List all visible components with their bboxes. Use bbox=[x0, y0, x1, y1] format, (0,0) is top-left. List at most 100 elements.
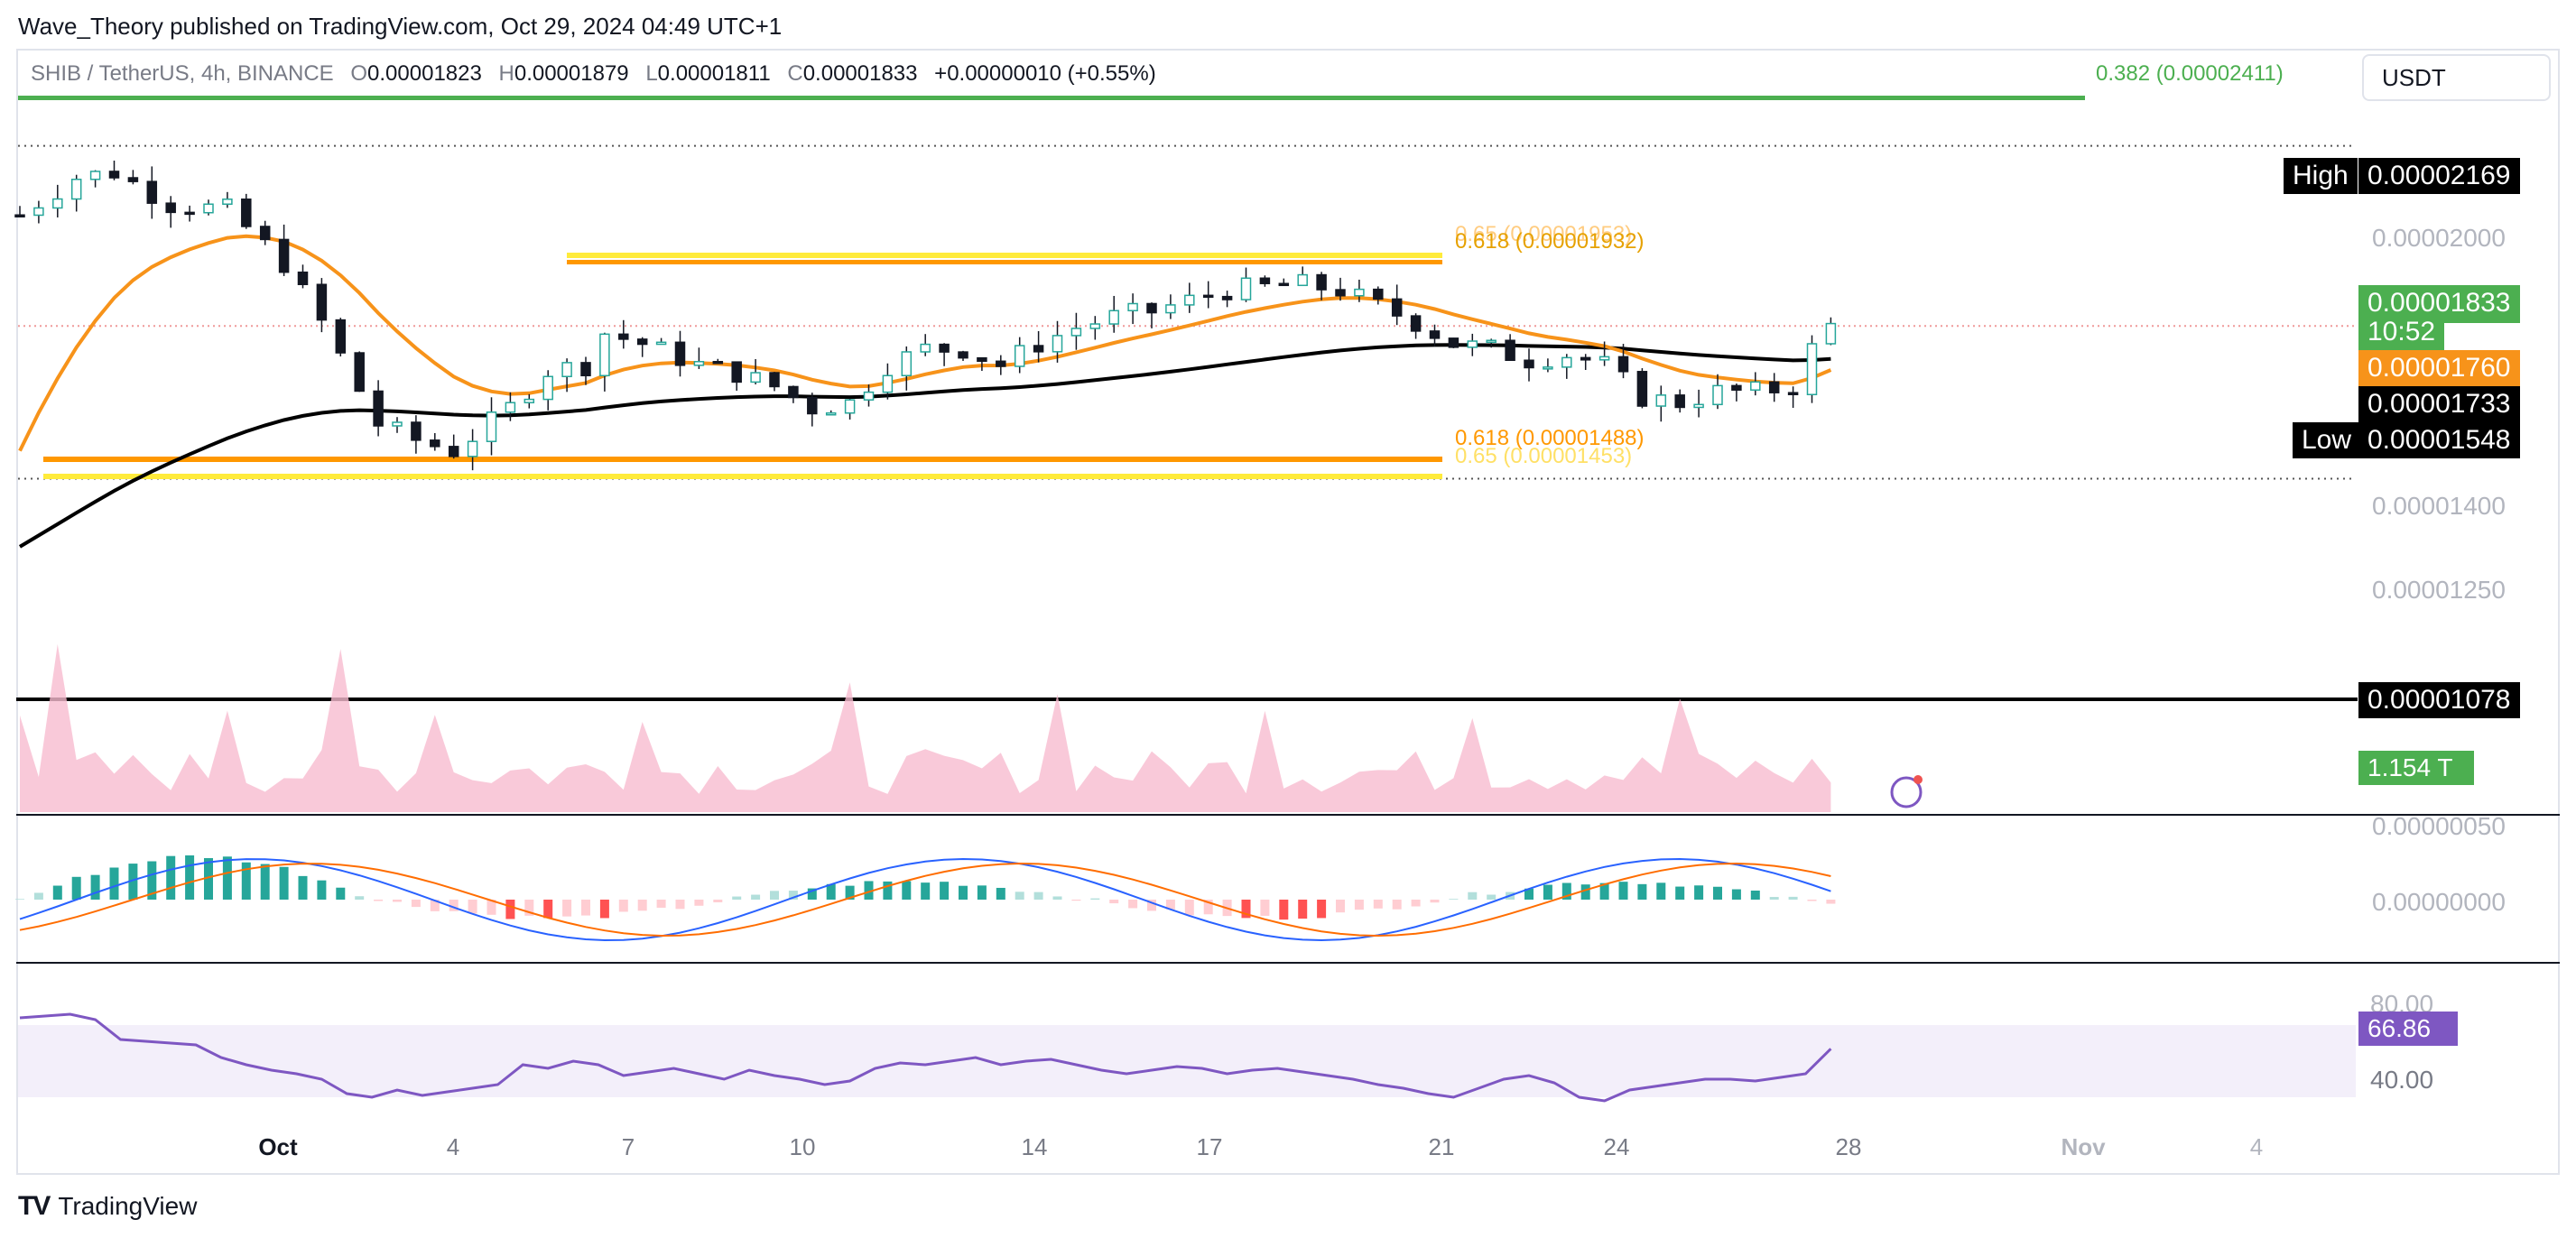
candle-body bbox=[505, 402, 516, 413]
macd-histogram-bar bbox=[1618, 882, 1628, 900]
macd-histogram-bar bbox=[33, 892, 43, 900]
ema50-line bbox=[18, 234, 1832, 452]
macd-histogram-bar bbox=[940, 882, 950, 900]
high-price-tag: 0.00002169 bbox=[2358, 158, 2520, 194]
macd-histogram-bar bbox=[260, 864, 270, 900]
macd-histogram-bar bbox=[355, 896, 365, 900]
macd-histogram-bar bbox=[109, 867, 119, 900]
x-tick-label: 7 bbox=[621, 1133, 635, 1160]
footer-brand: TV TradingView bbox=[18, 1191, 197, 1222]
macd-histogram-bar bbox=[1260, 900, 1270, 916]
candle-body bbox=[731, 361, 742, 383]
fib-upper-zone-line bbox=[567, 260, 1442, 264]
macd-histogram-bar bbox=[1675, 886, 1685, 900]
low-value: 0.00001811 bbox=[657, 61, 771, 86]
macd-histogram-bar bbox=[1807, 900, 1817, 901]
candle-body bbox=[1297, 273, 1308, 287]
macd-histogram-bar bbox=[675, 900, 685, 910]
rsi-value-tag: 66.86 bbox=[2358, 1012, 2458, 1046]
macd-histogram-bar bbox=[1731, 889, 1741, 900]
candle-body bbox=[1429, 330, 1441, 339]
candle-body bbox=[863, 391, 875, 401]
candle-body bbox=[70, 179, 82, 200]
macd-histogram-bar bbox=[562, 900, 572, 917]
candle-body bbox=[1486, 339, 1496, 343]
candle-body bbox=[1184, 294, 1195, 306]
open-value: 0.00001823 bbox=[367, 61, 482, 86]
macd-histogram-bar bbox=[1826, 900, 1836, 904]
macd-histogram-bar bbox=[1769, 897, 1779, 900]
candle-body bbox=[1806, 343, 1818, 396]
candle-body bbox=[14, 214, 25, 217]
macd-line bbox=[19, 857, 1831, 942]
candle-body bbox=[259, 226, 271, 241]
candle-body bbox=[1410, 315, 1422, 332]
rsi-line bbox=[19, 1012, 1832, 1103]
macd-histogram-bar bbox=[71, 876, 81, 900]
candle-body bbox=[33, 207, 44, 217]
macd-histogram-bar bbox=[524, 900, 534, 916]
x-tick-label: 24 bbox=[1603, 1133, 1630, 1160]
candle-body bbox=[1089, 323, 1101, 329]
fib-lower-label-1: 0.618 (0.00001488) bbox=[1455, 426, 1645, 450]
candle-body bbox=[1524, 359, 1534, 369]
candle-body bbox=[165, 202, 176, 214]
candle-body bbox=[448, 446, 459, 457]
macd-histogram-bar bbox=[185, 855, 195, 900]
macd-zero-tick: 0.00000000 bbox=[2372, 888, 2506, 916]
candle-body bbox=[939, 343, 950, 353]
macd-histogram-bar bbox=[1165, 900, 1175, 910]
candle-body bbox=[788, 385, 799, 399]
candle-body bbox=[977, 356, 987, 363]
macd-histogram-bar bbox=[1336, 900, 1345, 913]
y-tick-label: 0.00001400 bbox=[2372, 492, 2506, 520]
macd-histogram-bar bbox=[826, 883, 836, 900]
currency-selector[interactable]: USDT bbox=[2362, 54, 2551, 101]
macd-histogram-bar bbox=[393, 900, 402, 902]
macd-histogram-bar bbox=[1656, 882, 1666, 900]
candle-body bbox=[1070, 328, 1082, 337]
y-tick-label: 0.00001250 bbox=[2372, 576, 2506, 604]
current-price-tag: 0.00001833 bbox=[2358, 285, 2520, 323]
macd-histogram-bar bbox=[15, 899, 24, 900]
candle-body bbox=[1505, 339, 1515, 362]
candle-body bbox=[241, 199, 252, 227]
candle-body bbox=[1316, 273, 1327, 291]
macd-histogram-bar bbox=[1637, 883, 1647, 900]
candle-body bbox=[524, 398, 535, 403]
candle-body bbox=[1731, 384, 1742, 391]
candle-body bbox=[958, 351, 968, 359]
macd-histogram-bar bbox=[1468, 892, 1478, 900]
volume-tag: 1.154 T bbox=[2358, 751, 2474, 785]
fib-lower-zone-line bbox=[43, 457, 1442, 462]
bar-countdown: 10:52 bbox=[2358, 318, 2445, 350]
candle-body bbox=[1580, 356, 1591, 361]
macd-histogram-bar bbox=[959, 885, 968, 900]
rsi-tick-label: 40.00 bbox=[2370, 1066, 2434, 1094]
macd-histogram-bar bbox=[996, 887, 1005, 900]
signal-line bbox=[19, 862, 1831, 938]
candle-body bbox=[618, 333, 629, 340]
candle-body bbox=[1202, 294, 1214, 299]
macd-top-tick: 0.00000050 bbox=[2372, 812, 2506, 840]
change-value: +0.00000010 (+0.55%) bbox=[934, 61, 1156, 86]
macd-histogram-bar bbox=[921, 882, 931, 900]
fib-upper-label-2: 0.618 (0.00001932) bbox=[1455, 229, 1645, 254]
publisher-line: Wave_Theory published on TradingView.com… bbox=[18, 13, 783, 40]
candle-body bbox=[580, 362, 591, 377]
candle-body bbox=[750, 372, 761, 383]
macd-histogram-bar bbox=[788, 891, 798, 900]
candle-body bbox=[222, 199, 233, 205]
macd-histogram-bar bbox=[1411, 900, 1421, 907]
candle-body bbox=[373, 390, 384, 427]
macd-histogram-bar bbox=[1071, 900, 1081, 901]
macd-histogram-bar bbox=[1033, 892, 1043, 900]
macd-histogram-bar bbox=[505, 900, 515, 919]
symbol-label[interactable]: SHIB / TetherUS, 4h, BINANCE bbox=[31, 61, 334, 86]
close-value: 0.00001833 bbox=[802, 61, 918, 86]
alert-dot-icon bbox=[1913, 775, 1923, 784]
candle-body bbox=[1052, 335, 1063, 353]
macd-histogram-bar bbox=[374, 900, 384, 901]
macd-histogram-bar bbox=[1750, 890, 1760, 900]
